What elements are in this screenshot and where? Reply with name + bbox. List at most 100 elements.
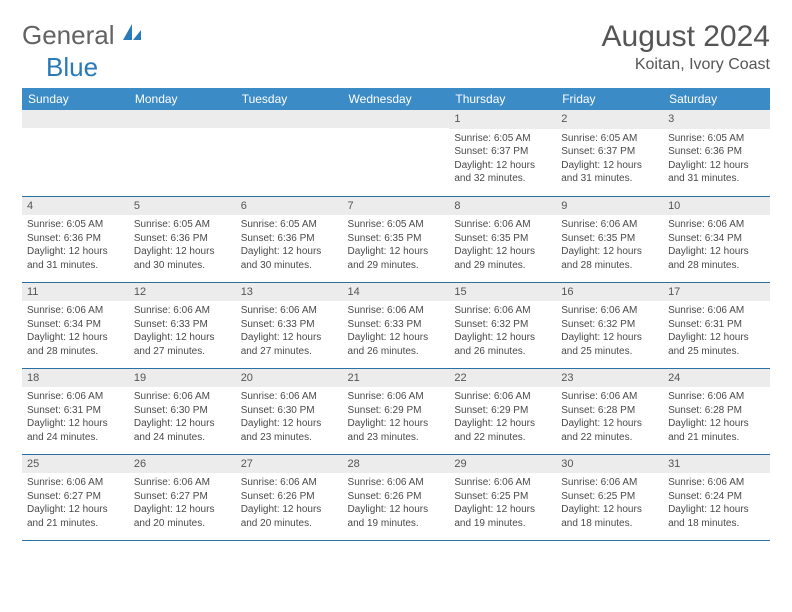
day-number: 3 [663,110,770,129]
sunrise-line: Sunrise: 6:06 AM [348,304,445,318]
sunset-line: Sunset: 6:37 PM [454,145,551,159]
day-number: 10 [663,197,770,216]
calendar-cell: 20Sunrise: 6:06 AMSunset: 6:30 PMDayligh… [236,368,343,454]
day-content: Sunrise: 6:06 AMSunset: 6:32 PMDaylight:… [556,301,663,362]
calendar-cell: 13Sunrise: 6:06 AMSunset: 6:33 PMDayligh… [236,282,343,368]
day-content: Sunrise: 6:05 AMSunset: 6:36 PMDaylight:… [663,129,770,190]
calendar-cell: 27Sunrise: 6:06 AMSunset: 6:26 PMDayligh… [236,454,343,540]
daylight-line: Daylight: 12 hours and 28 minutes. [561,245,658,272]
day-number: 2 [556,110,663,129]
daylight-line: Daylight: 12 hours and 24 minutes. [27,417,124,444]
daylight-line: Daylight: 12 hours and 30 minutes. [241,245,338,272]
day-content: Sunrise: 6:06 AMSunset: 6:31 PMDaylight:… [22,387,129,448]
day-number: 4 [22,197,129,216]
day-content: Sunrise: 6:06 AMSunset: 6:33 PMDaylight:… [343,301,450,362]
day-number: 13 [236,283,343,302]
sunrise-line: Sunrise: 6:05 AM [668,132,765,146]
sunrise-line: Sunrise: 6:05 AM [134,218,231,232]
sunrise-line: Sunrise: 6:05 AM [348,218,445,232]
calendar-row: 4Sunrise: 6:05 AMSunset: 6:36 PMDaylight… [22,196,770,282]
sunset-line: Sunset: 6:29 PM [454,404,551,418]
weekday-header: Tuesday [236,88,343,110]
daylight-line: Daylight: 12 hours and 27 minutes. [241,331,338,358]
calendar-table: SundayMondayTuesdayWednesdayThursdayFrid… [22,88,770,541]
daylight-line: Daylight: 12 hours and 22 minutes. [454,417,551,444]
day-number: 24 [663,369,770,388]
sunrise-line: Sunrise: 6:05 AM [454,132,551,146]
day-content: Sunrise: 6:06 AMSunset: 6:27 PMDaylight:… [22,473,129,534]
day-number: 18 [22,369,129,388]
sunrise-line: Sunrise: 6:06 AM [134,476,231,490]
logo-text-general: General [22,20,115,51]
weekday-header: Monday [129,88,236,110]
day-number: 5 [129,197,236,216]
day-content: Sunrise: 6:05 AMSunset: 6:37 PMDaylight:… [556,129,663,190]
calendar-cell: 12Sunrise: 6:06 AMSunset: 6:33 PMDayligh… [129,282,236,368]
daylight-line: Daylight: 12 hours and 27 minutes. [134,331,231,358]
daylight-line: Daylight: 12 hours and 21 minutes. [27,503,124,530]
sunset-line: Sunset: 6:32 PM [561,318,658,332]
sunset-line: Sunset: 6:36 PM [241,232,338,246]
page-title: August 2024 [602,20,770,54]
calendar-head: SundayMondayTuesdayWednesdayThursdayFrid… [22,88,770,110]
sunrise-line: Sunrise: 6:06 AM [134,304,231,318]
day-content: Sunrise: 6:06 AMSunset: 6:30 PMDaylight:… [236,387,343,448]
day-content: Sunrise: 6:06 AMSunset: 6:25 PMDaylight:… [556,473,663,534]
day-content: Sunrise: 6:05 AMSunset: 6:35 PMDaylight:… [343,215,450,276]
day-content: Sunrise: 6:06 AMSunset: 6:24 PMDaylight:… [663,473,770,534]
sunset-line: Sunset: 6:33 PM [348,318,445,332]
sunset-line: Sunset: 6:28 PM [561,404,658,418]
daylight-line: Daylight: 12 hours and 21 minutes. [668,417,765,444]
calendar-cell: 14Sunrise: 6:06 AMSunset: 6:33 PMDayligh… [343,282,450,368]
day-number: 27 [236,455,343,474]
day-number-empty [129,110,236,128]
sunset-line: Sunset: 6:30 PM [241,404,338,418]
sunset-line: Sunset: 6:29 PM [348,404,445,418]
sunrise-line: Sunrise: 6:06 AM [27,476,124,490]
day-number: 1 [449,110,556,129]
calendar-cell: 17Sunrise: 6:06 AMSunset: 6:31 PMDayligh… [663,282,770,368]
day-content: Sunrise: 6:06 AMSunset: 6:26 PMDaylight:… [343,473,450,534]
day-content: Sunrise: 6:06 AMSunset: 6:28 PMDaylight:… [556,387,663,448]
calendar-cell: 2Sunrise: 6:05 AMSunset: 6:37 PMDaylight… [556,110,663,196]
calendar-cell: 1Sunrise: 6:05 AMSunset: 6:37 PMDaylight… [449,110,556,196]
sunrise-line: Sunrise: 6:06 AM [241,476,338,490]
sunset-line: Sunset: 6:32 PM [454,318,551,332]
day-content: Sunrise: 6:05 AMSunset: 6:36 PMDaylight:… [129,215,236,276]
daylight-line: Daylight: 12 hours and 26 minutes. [454,331,551,358]
day-number: 29 [449,455,556,474]
day-number: 20 [236,369,343,388]
logo-sail-icon [121,22,143,49]
daylight-line: Daylight: 12 hours and 25 minutes. [561,331,658,358]
day-number: 21 [343,369,450,388]
daylight-line: Daylight: 12 hours and 29 minutes. [454,245,551,272]
sunrise-line: Sunrise: 6:06 AM [668,304,765,318]
sunrise-line: Sunrise: 6:06 AM [454,218,551,232]
day-number: 30 [556,455,663,474]
calendar-row: 1Sunrise: 6:05 AMSunset: 6:37 PMDaylight… [22,110,770,196]
sunrise-line: Sunrise: 6:06 AM [668,476,765,490]
sunrise-line: Sunrise: 6:06 AM [454,304,551,318]
calendar-cell: 15Sunrise: 6:06 AMSunset: 6:32 PMDayligh… [449,282,556,368]
day-number: 22 [449,369,556,388]
calendar-cell: 18Sunrise: 6:06 AMSunset: 6:31 PMDayligh… [22,368,129,454]
calendar-cell: 29Sunrise: 6:06 AMSunset: 6:25 PMDayligh… [449,454,556,540]
sunrise-line: Sunrise: 6:06 AM [668,390,765,404]
calendar-cell: 31Sunrise: 6:06 AMSunset: 6:24 PMDayligh… [663,454,770,540]
day-content: Sunrise: 6:06 AMSunset: 6:28 PMDaylight:… [663,387,770,448]
sunset-line: Sunset: 6:35 PM [454,232,551,246]
calendar-cell: 7Sunrise: 6:05 AMSunset: 6:35 PMDaylight… [343,196,450,282]
sunset-line: Sunset: 6:24 PM [668,490,765,504]
day-number-empty [22,110,129,128]
day-content: Sunrise: 6:05 AMSunset: 6:36 PMDaylight:… [236,215,343,276]
daylight-line: Daylight: 12 hours and 31 minutes. [668,159,765,186]
calendar-cell: 10Sunrise: 6:06 AMSunset: 6:34 PMDayligh… [663,196,770,282]
daylight-line: Daylight: 12 hours and 19 minutes. [348,503,445,530]
sunrise-line: Sunrise: 6:05 AM [27,218,124,232]
calendar-cell: 30Sunrise: 6:06 AMSunset: 6:25 PMDayligh… [556,454,663,540]
calendar-cell: 11Sunrise: 6:06 AMSunset: 6:34 PMDayligh… [22,282,129,368]
day-content: Sunrise: 6:05 AMSunset: 6:37 PMDaylight:… [449,129,556,190]
calendar-cell: 16Sunrise: 6:06 AMSunset: 6:32 PMDayligh… [556,282,663,368]
sunrise-line: Sunrise: 6:06 AM [561,218,658,232]
daylight-line: Daylight: 12 hours and 20 minutes. [134,503,231,530]
